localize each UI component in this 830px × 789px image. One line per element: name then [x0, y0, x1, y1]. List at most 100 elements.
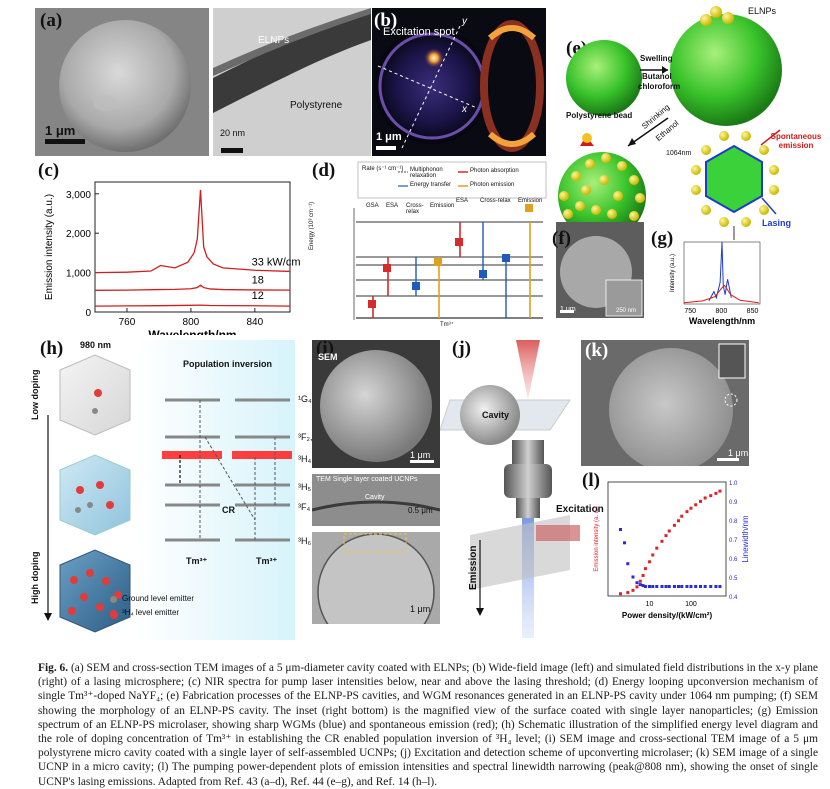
i-cavity-label: Cavity	[365, 494, 385, 501]
d-col-esa2: ESA	[456, 198, 469, 204]
sem-sphere-graphic	[35, 8, 209, 156]
c-ytick-label: 0	[85, 308, 91, 319]
l-linewidth-point	[643, 585, 647, 588]
c-series-line	[94, 284, 291, 291]
tem-cross-section-graphic	[213, 8, 371, 156]
panel-a-scale-label: 1 μm	[45, 123, 76, 138]
c-series-label: 12	[252, 290, 264, 302]
c-series-label: 33 kW/cm²	[252, 257, 300, 269]
l-linewidth-point	[631, 575, 635, 579]
l-linewidth-point	[685, 585, 689, 588]
h-cr-label: CR	[222, 505, 235, 515]
i-tem-label: TEM Single layer coated UCNPs	[316, 476, 418, 483]
d-legend-absorption: Photon absorption	[470, 168, 519, 174]
l-linewidth-point	[699, 585, 703, 588]
i-tem-top-graphic	[312, 474, 440, 526]
l-intensity-point	[694, 503, 698, 507]
l-intensity-point	[672, 523, 676, 527]
f-scale1: 1 μm	[560, 306, 576, 313]
h-legend-3h4: ³H₄ level emitter	[122, 608, 180, 617]
f-scale2: 250 nm	[616, 308, 637, 314]
l-intensity-point	[667, 529, 671, 533]
l-intensity-point	[703, 496, 707, 500]
panel-c-chart: 0 1,000 2,000 3,000 760 800 840 Wavelength/nm Em…	[44, 181, 300, 335]
d-legend-energy-transfer: Energy transfer	[410, 182, 452, 188]
c-plot-frame	[94, 181, 291, 313]
d-ion: Tm³⁺	[440, 322, 454, 328]
panel-l-label: (l)	[582, 470, 600, 491]
g-ylabel: Intensity (a.u.)	[670, 254, 676, 292]
g-series-line	[683, 284, 759, 304]
panel-k-sem-image	[581, 340, 749, 466]
l-linewidth-point	[641, 584, 645, 588]
l-intensity-point	[709, 494, 713, 498]
l-y2tick-label: 0.8	[729, 519, 738, 525]
l-intensity-point	[647, 560, 651, 564]
c-series-label: 18	[252, 274, 264, 286]
l-linewidth-point	[651, 585, 655, 588]
l-intensity-point	[626, 591, 630, 595]
l-xtick-label: 10	[646, 601, 654, 608]
h-high-doping: High doping	[30, 551, 40, 604]
l-intensity-point	[689, 506, 693, 510]
l-intensity-point	[643, 567, 647, 571]
g-xlabel: Wavelength/nm	[689, 316, 755, 326]
c-series-line	[94, 304, 291, 307]
l-intensity-point	[699, 499, 703, 503]
l-linewidth-point	[655, 585, 659, 588]
l-y2tick-label: 0.9	[729, 500, 738, 506]
h-level-3h5: ³H₅	[298, 482, 312, 492]
e-chloroform-label: chloroform	[638, 82, 681, 91]
i-sem-graphic	[320, 350, 434, 463]
h-level-1g4: ¹G₄	[298, 394, 312, 404]
c-xtick-label: 800	[183, 317, 200, 328]
f-sem-graphic	[556, 222, 644, 318]
panel-i-label: (i)	[316, 338, 334, 359]
l-linewidth-point	[689, 585, 693, 588]
e-bead-label: Polystyrene bead	[566, 111, 633, 120]
l-linewidth-point	[714, 585, 718, 588]
i-scale2: 0.5 μm	[408, 506, 433, 515]
l-plot-frame	[607, 481, 727, 597]
e-lasing-label: Lasing	[762, 218, 792, 228]
panel-c-label: (c)	[38, 160, 60, 181]
panel-j-label: (j)	[452, 338, 471, 359]
panel-i-sem-image	[312, 340, 440, 468]
widefield-graphic	[374, 20, 544, 152]
i-scale3: 1 μm	[410, 604, 431, 614]
h-ion2: Tm³⁺	[256, 556, 278, 566]
j-emission-label: Emission	[468, 545, 479, 590]
caption-text: (a) SEM and cross-section TEM images of …	[38, 662, 818, 788]
l-intensity-point	[680, 514, 684, 518]
d-legend-multiphonon: Multiphonon relaxation	[410, 167, 443, 179]
h-title: Population inversion	[183, 359, 273, 369]
c-xtick-label: 760	[119, 317, 136, 328]
panel-i-tem-bottom-image	[312, 532, 440, 624]
l-linewidth-point	[676, 585, 680, 588]
panel-f-sem-image	[556, 222, 644, 318]
l-linewidth-point	[623, 541, 627, 545]
l-y2tick-label: 0.4	[729, 595, 738, 601]
panel-a-tem-image	[213, 8, 371, 156]
g-xtick-label: 850	[747, 308, 759, 315]
l-linewidth-point	[626, 562, 630, 566]
l-y2tick-label: 0.7	[729, 538, 738, 544]
l-intensity-point	[664, 534, 668, 538]
c-series-line	[94, 189, 291, 274]
l-intensity-point	[718, 489, 722, 493]
h-legend-ground-dot	[110, 596, 117, 603]
panel-b-widefield-image	[372, 8, 546, 156]
l-linewidth-point	[672, 585, 676, 588]
l-intensity-point	[676, 519, 680, 523]
e-swelling-label: Swelling	[640, 54, 673, 63]
g-xtick-label: 800	[716, 308, 728, 315]
l-linewidth-point	[703, 585, 707, 588]
panel-a-sem-image	[35, 8, 209, 156]
h-legend-3h4-dot	[110, 610, 117, 617]
panel-g-label: (g)	[651, 228, 674, 249]
l-intensity-point	[641, 573, 645, 577]
d-col-emission2: Emission	[518, 198, 543, 204]
l-linewidth-point	[667, 585, 671, 588]
panel-d-energy-diagram	[353, 161, 547, 320]
